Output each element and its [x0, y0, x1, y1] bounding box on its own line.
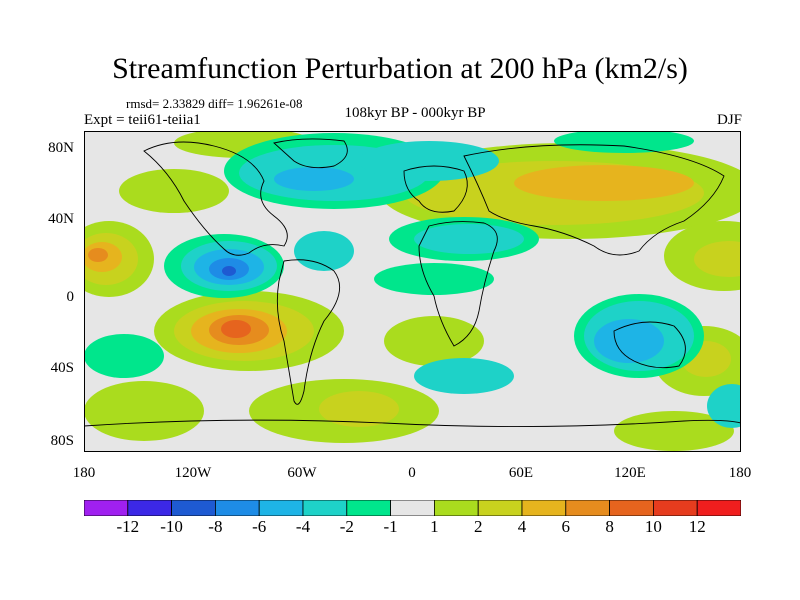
colorbar-swatch: [302, 500, 348, 516]
stats-text: rmsd= 2.33829 diff= 1.96261e-08: [126, 96, 303, 111]
lon-label-0: 0: [408, 465, 416, 481]
lat-label-80s: 80S: [50, 433, 74, 449]
lon-label-120e: 120E: [614, 465, 646, 481]
colorbar-label: -10: [160, 517, 183, 536]
map-border: [84, 131, 741, 452]
colorbar-label: 6: [561, 517, 571, 536]
colorbar-label: -12: [116, 517, 140, 536]
lat-label-0: 0: [66, 289, 75, 305]
map-panel: [84, 131, 741, 452]
colorbar-swatch: [171, 500, 216, 516]
chart-title: Streamfunction Perturbation at 200 hPa (…: [112, 52, 688, 85]
colorbar-swatch: [346, 500, 391, 516]
colorbar-label: -4: [295, 517, 311, 536]
colorbar-swatch: [477, 500, 523, 516]
colorbar-swatch: [521, 500, 567, 516]
colorbar-label: 10: [644, 517, 662, 536]
colorbar-swatch: [84, 500, 129, 516]
colorbar-label: 2: [473, 517, 483, 536]
lat-label-80n: 80N: [48, 140, 74, 156]
period-label: 108kyr BP - 000kyr BP: [344, 105, 486, 121]
colorbar-label: 1: [430, 517, 439, 536]
colorbar-label: -6: [252, 517, 267, 536]
negative-anomaly-fields: [84, 131, 741, 428]
lon-label-60e: 60E: [508, 465, 534, 481]
lon-label-60w: 60W: [287, 465, 317, 481]
colorbar-swatch: [696, 500, 741, 516]
colorbar-swatch: [609, 500, 654, 516]
lat-label-40s: 40S: [50, 360, 74, 376]
experiment-label: Expt = teii61-teiia1: [84, 112, 201, 128]
colorbar-label: 12: [688, 517, 706, 536]
lon-label-180w: 180: [72, 465, 96, 481]
lon-label-120w: 120W: [174, 465, 212, 481]
positive-anomaly-fields: [84, 131, 741, 451]
colorbar-swatch: [258, 500, 304, 516]
colorbar-swatch: [390, 500, 435, 516]
season-label: DJF: [716, 112, 742, 128]
colorbar-swatch: [214, 500, 260, 516]
lon-label-180e: 180: [728, 465, 752, 481]
colorbar-label: -1: [383, 517, 398, 536]
colorbar: [84, 500, 741, 516]
coastlines: [84, 138, 741, 428]
colorbar-label: 4: [517, 517, 527, 536]
colorbar-swatch: [653, 500, 698, 516]
lat-label-40n: 40N: [48, 211, 74, 227]
colorbar-label: -2: [339, 517, 354, 536]
colorbar-label: -8: [208, 517, 223, 536]
colorbar-swatch: [433, 500, 479, 516]
colorbar-swatch: [127, 500, 172, 516]
colorbar-label: 8: [605, 517, 614, 536]
colorbar-swatch: [565, 500, 610, 516]
